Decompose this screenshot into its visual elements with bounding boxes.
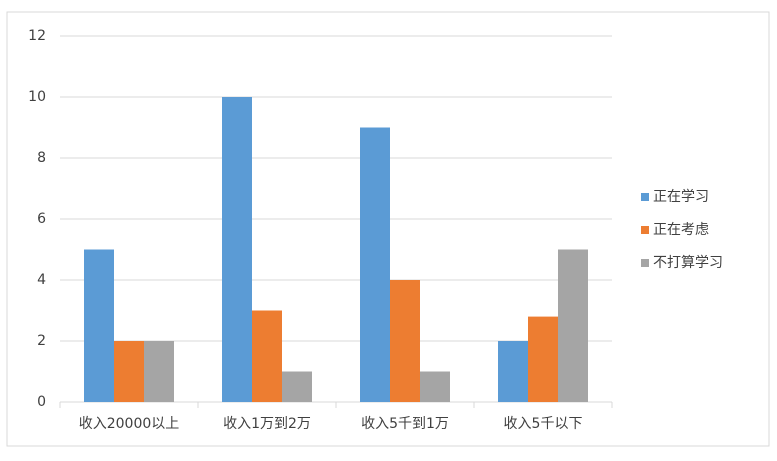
bar	[222, 97, 252, 402]
y-tick-label: 0	[37, 394, 46, 410]
bar	[390, 280, 420, 402]
bar	[282, 371, 312, 402]
y-tick-label: 4	[37, 272, 46, 288]
bar	[114, 341, 144, 402]
x-tick-label: 收入5千到1万	[361, 416, 449, 432]
bar	[420, 371, 450, 402]
x-tick-label: 收入1万到2万	[223, 416, 311, 432]
legend-swatch	[641, 259, 649, 267]
bar	[528, 316, 558, 402]
legend-swatch	[641, 193, 649, 201]
bar	[360, 127, 390, 402]
legend-swatch	[641, 226, 649, 234]
bar	[498, 341, 528, 402]
bar	[84, 249, 114, 402]
legend-label: 正在考虑	[653, 222, 709, 238]
y-tick-label: 2	[37, 333, 46, 349]
bar	[252, 310, 282, 402]
x-tick-label: 收入20000以上	[79, 416, 180, 432]
legend-label: 正在学习	[653, 189, 709, 205]
y-tick-label: 6	[37, 211, 46, 227]
legend-label: 不打算学习	[653, 254, 723, 271]
bar	[558, 249, 588, 402]
y-tick-label: 8	[37, 150, 46, 166]
y-tick-label: 10	[28, 89, 46, 105]
x-tick-label: 收入5千以下	[504, 416, 583, 432]
y-tick-label: 12	[28, 28, 46, 44]
bar	[144, 341, 174, 402]
